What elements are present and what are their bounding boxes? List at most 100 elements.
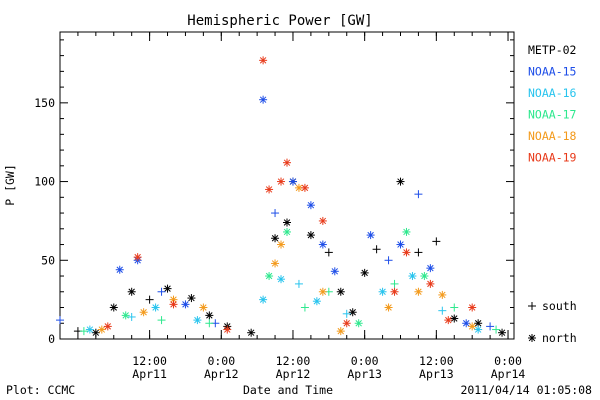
series-noaa-17 [79,227,501,336]
plot-area: 05010015012:00Apr110:00Apr1212:00Apr120:… [34,31,525,381]
data-point [318,240,327,249]
data-point [372,245,381,254]
data-point [288,177,297,186]
data-point [205,311,214,320]
y-tick-label: 100 [34,175,55,189]
data-point [336,327,345,336]
x-tick-label-time: 0:00 [494,354,522,368]
data-point [414,287,423,296]
data-point [312,297,321,306]
data-point [127,287,136,296]
x-tick-label-time: 12:00 [132,354,167,368]
data-point [342,309,351,318]
legend: METP-02 NOAA-15 NOAA-16 NOAA-17 NOAA-18 NOAA-… [528,43,577,165]
data-point [498,328,507,337]
marker-legend-label-north: north [542,331,577,345]
data-point [199,303,208,312]
data-point [109,303,118,312]
data-point [259,295,268,304]
data-point [97,325,106,334]
data-point [115,265,124,274]
x-tick-label-date: Apr14 [491,367,526,381]
data-point [163,284,172,293]
data-point [324,248,333,257]
x-axis-label: Date and Time [243,383,333,397]
data-point [205,319,214,328]
data-point [259,95,268,104]
legend-item-noaa-16: NOAA-16 [528,86,577,100]
data-point [366,231,375,240]
data-point [342,319,351,328]
x-tick-label-date: Apr13 [347,367,382,381]
data-point [103,322,112,331]
data-point [157,316,166,325]
data-point [432,237,441,246]
data-point [139,308,148,317]
axis-ticks: 05010015012:00Apr110:00Apr1212:00Apr120:… [34,32,525,381]
x-tick-label-time: 0:00 [207,354,235,368]
data-point [486,322,495,331]
x-tick-label-date: Apr12 [204,367,239,381]
footer-timestamp: 2011/04/14 01:05:08 [460,383,592,397]
data-point [85,325,94,334]
series-metp-02 [73,177,507,337]
marker-legend-label-south: south [542,299,577,313]
data-point [444,316,453,325]
data-point [396,240,405,249]
marker-legend: south north [528,299,577,345]
footer-source: Plot: CCMC [6,383,75,397]
data-point [300,303,309,312]
data-point [396,177,405,186]
data-point [378,287,387,296]
data-markers [56,56,507,337]
data-point [277,177,286,186]
data-point [390,287,399,296]
y-tick-label: 50 [41,253,55,267]
data-point [133,253,142,262]
data-point [438,290,447,299]
data-point [474,325,483,334]
data-point [91,328,100,337]
data-point [271,259,280,268]
x-tick-label-time: 12:00 [276,354,311,368]
series-noaa-19 [103,56,477,334]
series-noaa-16 [85,272,483,334]
data-point [187,294,196,303]
data-point [408,272,417,281]
data-point [157,287,166,296]
y-tick-label: 150 [34,96,55,110]
data-point [426,279,435,288]
data-point [127,312,136,321]
data-point [468,303,477,312]
data-point [450,303,459,312]
data-point [402,227,411,236]
data-point [438,306,447,315]
data-point [390,279,399,288]
x-tick-label-time: 0:00 [351,354,379,368]
data-point [265,185,274,194]
data-point [348,308,357,317]
legend-item-noaa-17: NOAA-17 [528,108,577,122]
plot-frame [59,31,515,340]
data-point [283,227,291,236]
series-noaa-15 [56,95,495,331]
data-point [169,300,178,309]
data-point [223,325,232,334]
x-tick-label-date: Apr13 [419,367,454,381]
data-point [294,183,303,192]
series-noaa-18 [97,183,477,336]
data-point [420,272,429,281]
south-marker-icon [528,302,536,310]
data-point [271,209,280,218]
x-tick-label-date: Apr12 [276,367,311,381]
data-point [336,287,345,296]
data-point [259,56,268,65]
y-axis-label: P [GW] [3,164,17,206]
north-marker-icon [528,334,536,342]
data-point [318,216,327,225]
data-point [145,295,154,304]
data-point [294,279,303,288]
data-point [426,264,435,273]
x-tick-label-date: Apr11 [132,367,167,381]
